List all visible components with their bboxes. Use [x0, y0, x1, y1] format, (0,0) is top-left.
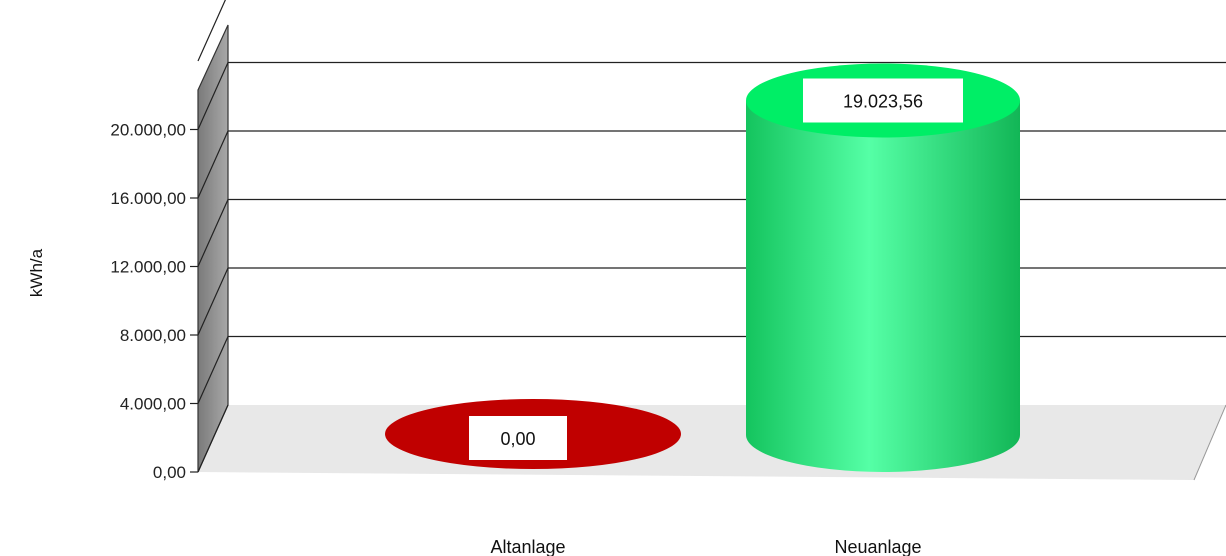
- gridlines: [197, 0, 1226, 473]
- category-label: Altanlage: [490, 537, 565, 556]
- y-tick-label: 4.000,00: [120, 395, 186, 414]
- gridline-diagonal: [197, 267, 229, 336]
- left-wall: [197, 24, 229, 473]
- y-axis-ticks: 0,00 4.000,00 8.000,00 12.000,00 16.000,00 20…: [110, 121, 198, 482]
- data-label-box: [803, 78, 963, 123]
- data-label: 19.023,56: [843, 92, 923, 112]
- bar-body: [746, 100, 1020, 472]
- floor-plane: [198, 405, 1226, 480]
- gridline-diagonal: [197, 404, 229, 473]
- y-tick-label: 16.000,00: [110, 189, 186, 208]
- y-tick-label: 12.000,00: [110, 258, 186, 277]
- gridline-diagonal: [197, 336, 229, 404]
- gridline-diagonal: [197, 130, 229, 199]
- category-label: Neuanlage: [834, 537, 921, 556]
- gridline-diagonal: [197, 62, 229, 130]
- data-label: 0,00: [500, 429, 535, 449]
- data-labels: 0,00 19.023,56: [469, 78, 963, 460]
- x-axis-categories: Altanlage Neuanlage: [490, 537, 921, 556]
- y-tick-label: 8.000,00: [120, 326, 186, 345]
- y-tick-label: 20.000,00: [110, 121, 186, 140]
- y-tick-label: 0,00: [153, 463, 186, 482]
- data-label-box: [469, 416, 567, 460]
- floor-right-edge: [1193, 404, 1226, 481]
- y-axis-title: kWh/a: [27, 248, 46, 297]
- gridline-diagonal: [197, 199, 229, 267]
- gridline-diagonal: [197, 0, 226, 62]
